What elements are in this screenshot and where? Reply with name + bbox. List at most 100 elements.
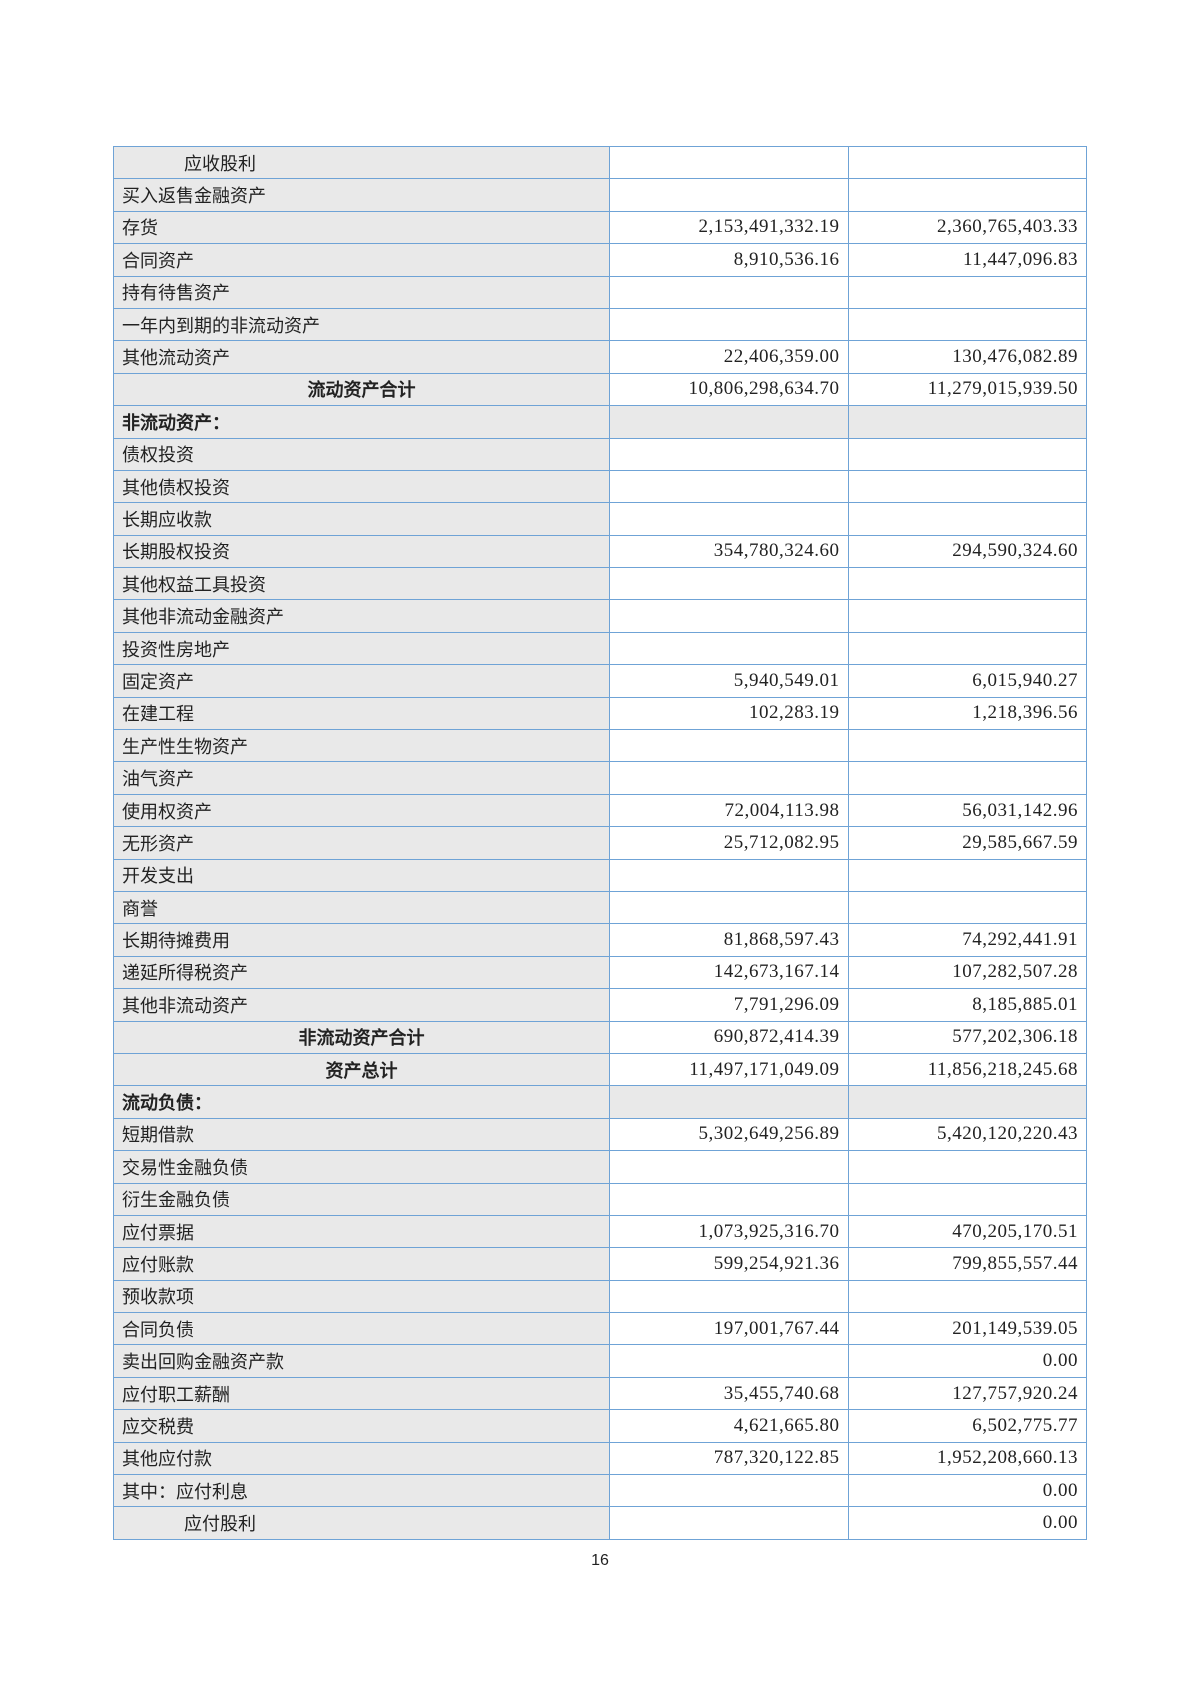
prior-period-value <box>847 599 1087 633</box>
table-row: 存货 2,153,491,332.19 2,360,765,403.33 <box>113 210 1087 245</box>
prior-period-value <box>847 178 1087 212</box>
row-label: 预收款项 <box>113 1279 610 1314</box>
prior-period-value: 130,476,082.89 <box>847 340 1087 374</box>
prior-period-value <box>847 890 1087 925</box>
prior-period-value: 0.00 <box>847 1344 1087 1378</box>
current-period-value: 11,497,171,049.09 <box>609 1052 849 1087</box>
table-row: 应付股利 0.00 <box>113 1506 1087 1540</box>
prior-period-value: 799,855,557.44 <box>847 1247 1087 1281</box>
row-label: 债权投资 <box>113 437 610 471</box>
row-label: 油气资产 <box>113 761 610 795</box>
row-label: 生产性生物资产 <box>113 729 610 763</box>
table-row: 应付职工薪酬 35,455,740.68 127,757,920.24 <box>113 1376 1087 1411</box>
table-row: 交易性金融负债 <box>113 1150 1087 1184</box>
prior-period-value: 29,585,667.59 <box>847 826 1087 860</box>
current-period-value: 787,320,122.85 <box>609 1441 849 1476</box>
current-period-value: 142,673,167.14 <box>609 955 849 990</box>
table-row: 一年内到期的非流动资产 <box>113 307 1087 342</box>
table-row: 流动资产合计 10,806,298,634.70 11,279,015,939.50 <box>113 372 1087 407</box>
current-period-value <box>609 145 849 180</box>
current-period-value <box>609 178 849 212</box>
table-row: 其他应付款 787,320,122.85 1,952,208,660.13 <box>113 1441 1087 1476</box>
current-period-value <box>609 1506 849 1540</box>
current-period-value: 354,780,324.60 <box>609 534 849 569</box>
table-row: 无形资产 25,712,082.95 29,585,667.59 <box>113 826 1087 860</box>
row-label: 一年内到期的非流动资产 <box>113 307 610 342</box>
prior-period-value: 5,420,120,220.43 <box>847 1117 1087 1152</box>
row-label: 合同负债 <box>113 1312 610 1346</box>
prior-period-value: 107,282,507.28 <box>847 955 1087 990</box>
table-row: 其他债权投资 <box>113 469 1087 504</box>
row-label: 交易性金融负债 <box>113 1150 610 1184</box>
prior-period-value: 1,218,396.56 <box>847 696 1087 731</box>
table-row: 油气资产 <box>113 761 1087 795</box>
row-label: 长期股权投资 <box>113 534 610 569</box>
current-period-value <box>609 890 849 925</box>
table-row: 固定资产 5,940,549.01 6,015,940.27 <box>113 664 1087 698</box>
current-period-value <box>609 1474 849 1508</box>
balance-sheet-table: 应收股利 买入返售金融资产 存货 2,153,491,332.19 2,360,765,… <box>113 145 1087 1540</box>
current-period-value <box>609 1150 849 1184</box>
current-period-value <box>609 405 849 439</box>
row-label: 应收股利 <box>113 145 610 180</box>
prior-period-value: 201,149,539.05 <box>847 1312 1087 1346</box>
table-row: 递延所得税资产 142,673,167.14 107,282,507.28 <box>113 955 1087 990</box>
prior-period-value <box>847 1279 1087 1314</box>
prior-period-value <box>847 145 1087 180</box>
current-period-value <box>609 1279 849 1314</box>
prior-period-value <box>847 858 1087 892</box>
row-label: 其中：应付利息 <box>113 1474 610 1508</box>
row-label: 合同资产 <box>113 243 610 277</box>
current-period-value: 5,940,549.01 <box>609 664 849 698</box>
row-label: 持有待售资产 <box>113 275 610 309</box>
current-period-value <box>609 567 849 601</box>
prior-period-value <box>847 761 1087 795</box>
table-row: 生产性生物资产 <box>113 729 1087 763</box>
row-label: 投资性房地产 <box>113 631 610 666</box>
row-label: 短期借款 <box>113 1117 610 1152</box>
prior-period-value: 294,590,324.60 <box>847 534 1087 569</box>
table-row: 应收股利 <box>113 145 1087 180</box>
current-period-value <box>609 729 849 763</box>
table-row: 长期股权投资 354,780,324.60 294,590,324.60 <box>113 534 1087 569</box>
prior-period-value: 6,502,775.77 <box>847 1409 1087 1443</box>
prior-period-value <box>847 567 1087 601</box>
table-row: 卖出回购金融资产款 0.00 <box>113 1344 1087 1378</box>
table-row: 其中：应付利息 0.00 <box>113 1474 1087 1508</box>
row-label: 非流动资产： <box>113 405 610 439</box>
current-period-value <box>609 599 849 633</box>
prior-period-value: 470,205,170.51 <box>847 1214 1087 1249</box>
current-period-value: 7,791,296.09 <box>609 988 849 1022</box>
prior-period-value <box>847 1182 1087 1216</box>
table-row: 应交税费 4,621,665.80 6,502,775.77 <box>113 1409 1087 1443</box>
table-row: 合同负债 197,001,767.44 201,149,539.05 <box>113 1312 1087 1346</box>
row-label: 流动资产合计 <box>113 372 610 407</box>
current-period-value: 102,283.19 <box>609 696 849 731</box>
current-period-value <box>609 1085 849 1119</box>
current-period-value <box>609 502 849 536</box>
table-row: 持有待售资产 <box>113 275 1087 309</box>
current-period-value <box>609 1182 849 1216</box>
prior-period-value: 0.00 <box>847 1474 1087 1508</box>
row-label: 非流动资产合计 <box>113 1020 610 1054</box>
row-label: 其他应付款 <box>113 1441 610 1476</box>
prior-period-value: 6,015,940.27 <box>847 664 1087 698</box>
row-label: 买入返售金融资产 <box>113 178 610 212</box>
prior-period-value <box>847 405 1087 439</box>
prior-period-value: 2,360,765,403.33 <box>847 210 1087 245</box>
row-label: 应交税费 <box>113 1409 610 1443</box>
table-row: 应付票据 1,073,925,316.70 470,205,170.51 <box>113 1214 1087 1249</box>
table-row: 应付账款 599,254,921.36 799,855,557.44 <box>113 1247 1087 1281</box>
current-period-value <box>609 307 849 342</box>
table-row: 资产总计 11,497,171,049.09 11,856,218,245.68 <box>113 1052 1087 1087</box>
current-period-value <box>609 1344 849 1378</box>
table-row: 长期应收款 <box>113 502 1087 536</box>
prior-period-value <box>847 631 1087 666</box>
prior-period-value <box>847 1085 1087 1119</box>
prior-period-value <box>847 275 1087 309</box>
row-label: 长期待摊费用 <box>113 923 610 957</box>
row-label: 其他债权投资 <box>113 469 610 504</box>
row-label: 在建工程 <box>113 696 610 731</box>
prior-period-value <box>847 469 1087 504</box>
row-label: 使用权资产 <box>113 793 610 828</box>
